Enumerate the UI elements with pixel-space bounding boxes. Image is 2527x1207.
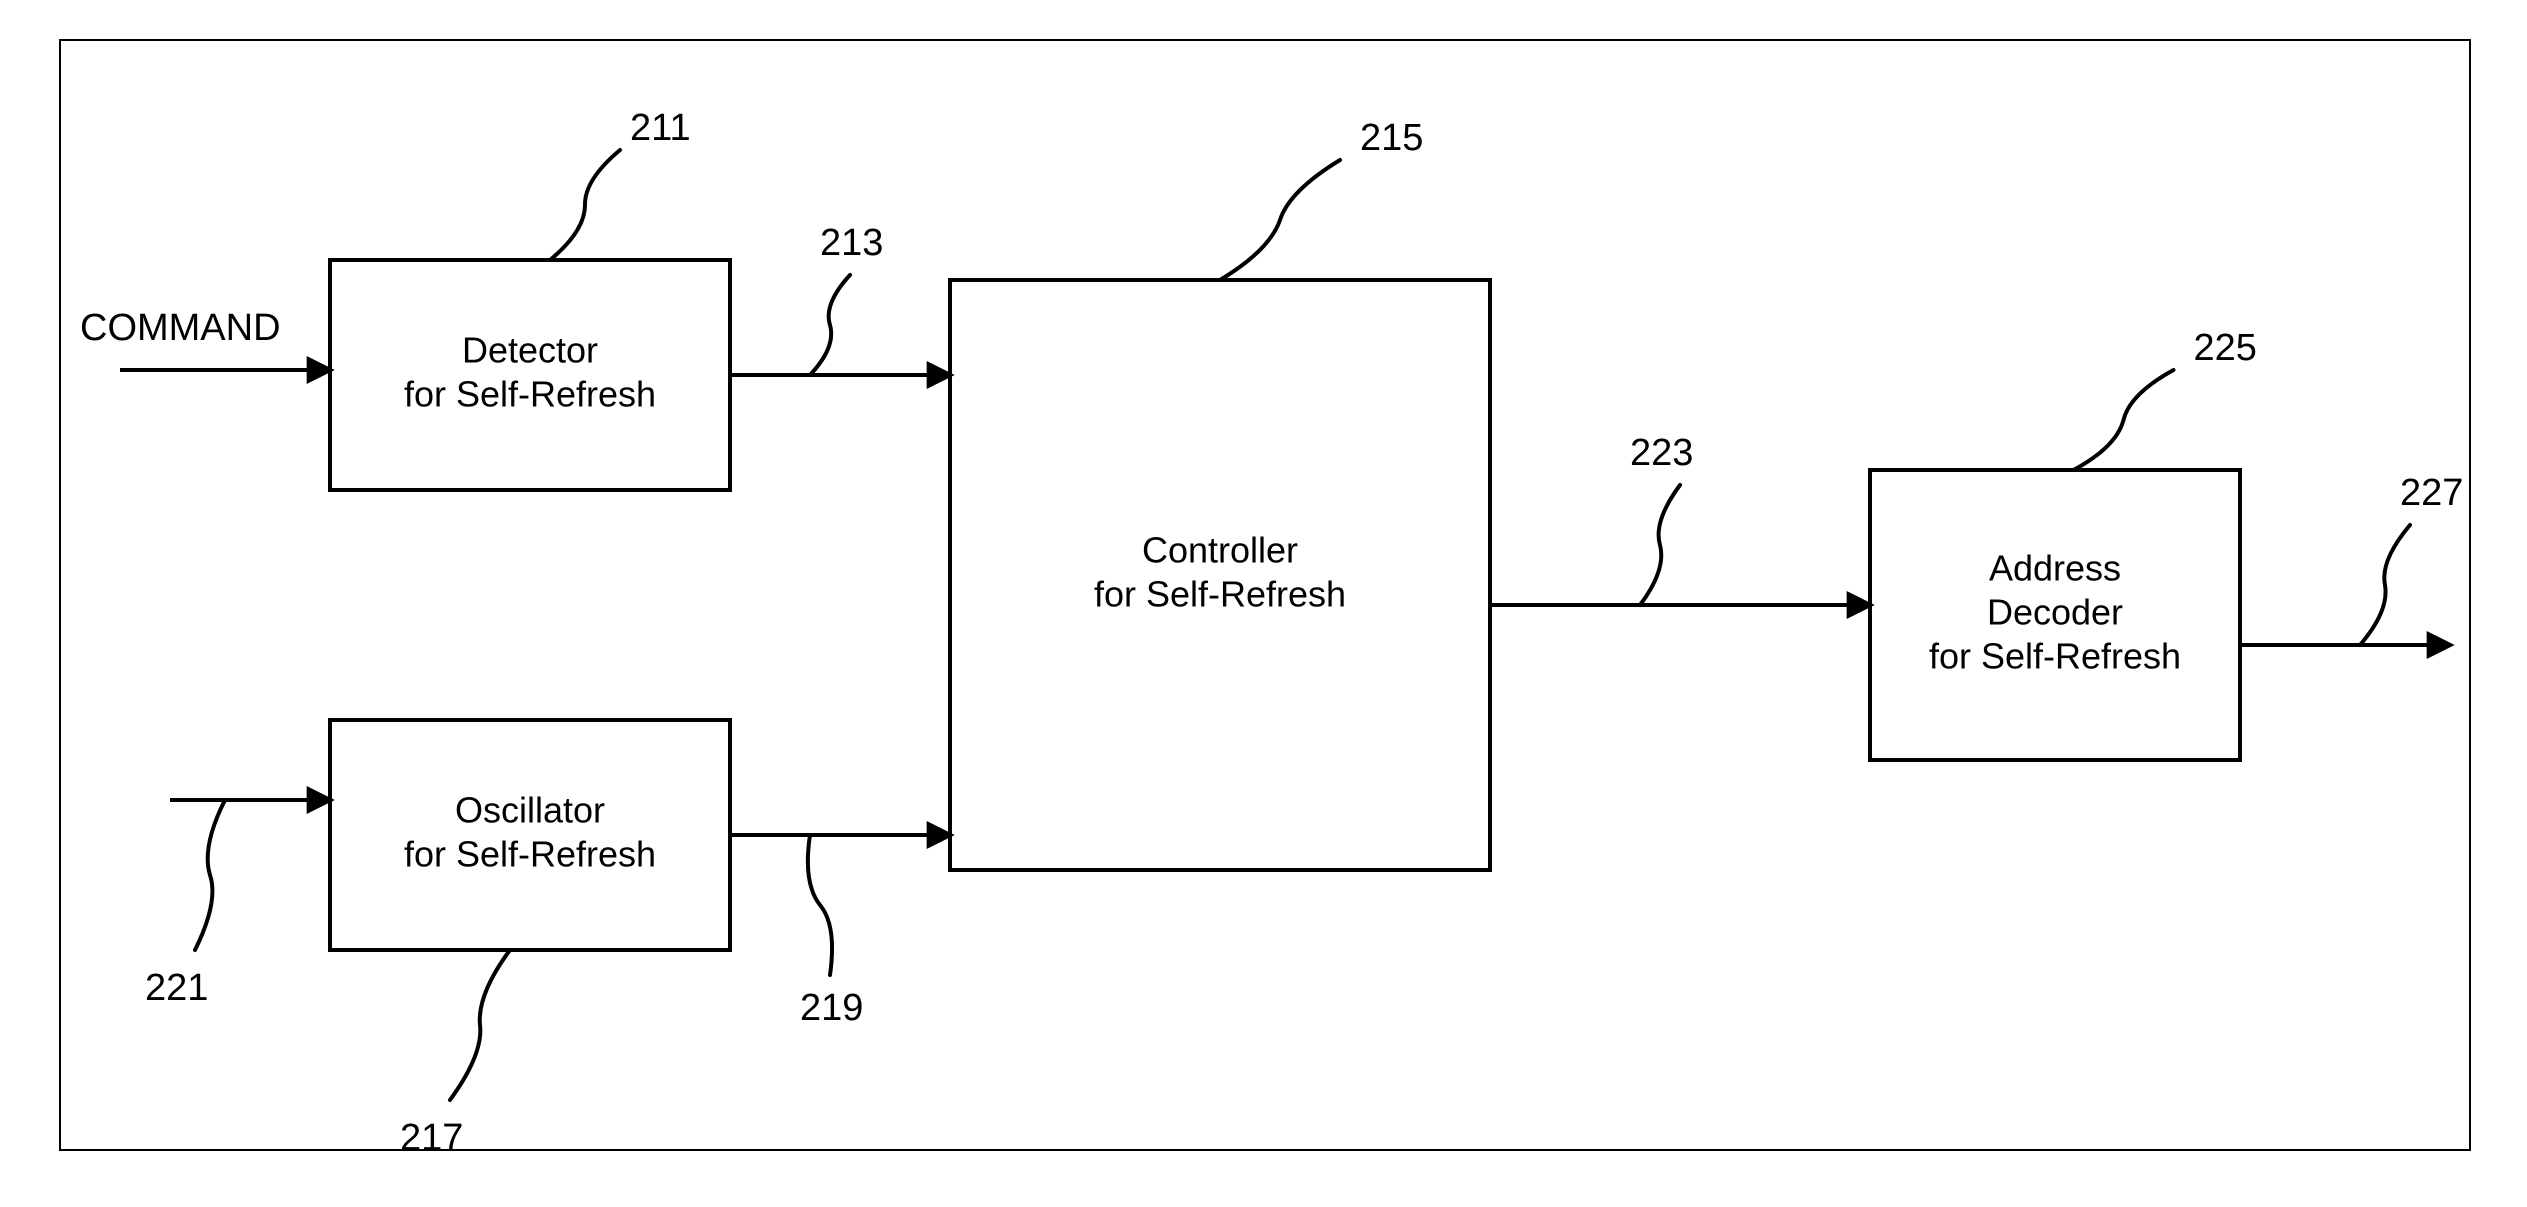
ref-221-leader <box>195 800 225 950</box>
ref-211-leader <box>550 150 620 260</box>
ref-217-leader <box>450 950 510 1100</box>
ref-215-leader <box>1220 160 1340 280</box>
block-diagram: Detectorfor Self-RefreshOscillatorfor Se… <box>0 0 2527 1207</box>
detector-label-1: for Self-Refresh <box>404 374 656 415</box>
decoder-label-1: Decoder <box>1987 592 2123 633</box>
oscillator-label-1: for Self-Refresh <box>404 834 656 875</box>
decoder-label-2: for Self-Refresh <box>1929 636 2181 677</box>
ref-223-leader <box>1640 485 1680 605</box>
ref-223: 223 <box>1630 432 1693 474</box>
ref-213: 213 <box>820 222 883 264</box>
ref-225-leader <box>2074 370 2174 470</box>
controller-label-0: Controller <box>1142 530 1298 571</box>
ref-219: 219 <box>800 987 863 1029</box>
command-label: COMMAND <box>80 307 281 349</box>
ref-211: 211 <box>630 107 691 149</box>
ref-215: 215 <box>1360 117 1423 159</box>
ref-225: 225 <box>2194 327 2257 369</box>
ref-219-leader <box>808 835 832 975</box>
ref-227: 227 <box>2400 472 2463 514</box>
oscillator-label-0: Oscillator <box>455 790 605 831</box>
detector-label-0: Detector <box>462 330 598 371</box>
decoder-label-0: Address <box>1989 548 2121 589</box>
ref-217: 217 <box>400 1117 463 1159</box>
controller-label-1: for Self-Refresh <box>1094 574 1346 615</box>
ref-213-leader <box>810 275 850 375</box>
ref-221: 221 <box>145 967 208 1009</box>
ref-227-leader <box>2360 525 2410 645</box>
